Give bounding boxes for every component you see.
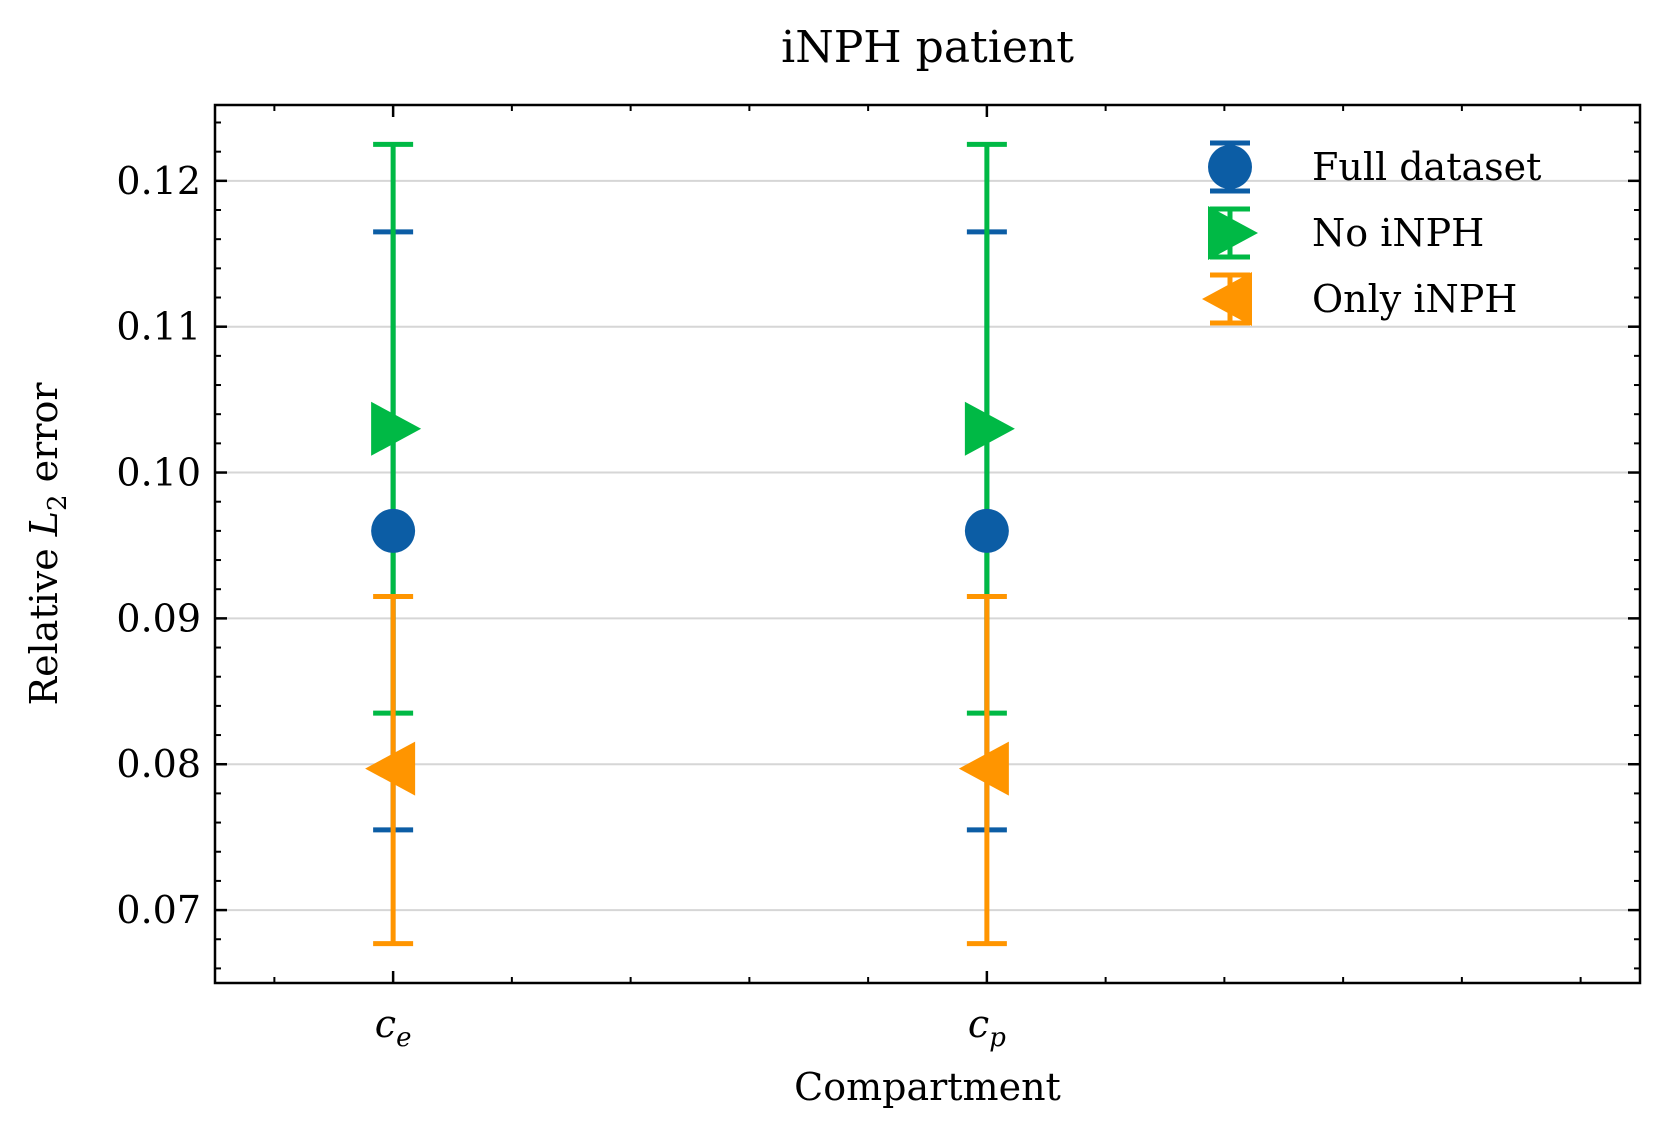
legend-item: Full dataset <box>1208 140 1541 194</box>
x-tick-label-sub: p <box>989 1023 1006 1053</box>
plot-frame <box>213 103 1642 985</box>
grid-lines <box>215 179 1640 912</box>
x-tick-labels: ce cp <box>375 1002 1006 1053</box>
data-point <box>371 508 416 553</box>
legend-marker <box>1208 206 1258 260</box>
data-point <box>371 401 422 456</box>
legend-item: No iNPH <box>1208 206 1484 260</box>
data-point <box>964 508 1009 553</box>
x-axis-label: Compartment <box>794 1065 1061 1109</box>
x-tick-label: cp <box>968 1002 1006 1053</box>
error-bars <box>373 141 1007 947</box>
y-axis-label: Relative L2 error <box>22 382 73 706</box>
legend: Full dataset No iNPH Only iNPH <box>1202 140 1541 326</box>
data-point <box>958 741 1009 796</box>
legend-label: Only iNPH <box>1312 277 1517 321</box>
y-axis-label-var: L <box>22 511 66 537</box>
legend-marker <box>1202 272 1252 326</box>
y-tick-labels: 0.07 0.08 0.09 0.10 0.11 0.12 <box>116 159 201 932</box>
y-tick-label: 0.08 <box>116 742 201 786</box>
y-tick-label: 0.09 <box>116 596 201 640</box>
y-axis-label-sub: 2 <box>43 494 73 511</box>
data-point <box>964 401 1015 456</box>
x-tick-label-sub: e <box>396 1023 411 1053</box>
x-tick-label-base: c <box>375 1002 396 1046</box>
y-tick-label: 0.11 <box>116 305 201 349</box>
y-tick-label: 0.12 <box>116 159 201 203</box>
x-tick-label: ce <box>375 1002 412 1053</box>
legend-marker <box>1208 145 1252 189</box>
chart-title: iNPH patient <box>781 22 1074 73</box>
x-tick-label-base: c <box>968 1002 989 1046</box>
y-tick-label: 0.07 <box>116 888 201 932</box>
legend-label: Full dataset <box>1312 145 1541 189</box>
y-tick-label: 0.10 <box>116 451 201 495</box>
y-axis-label-suffix: error <box>22 382 66 495</box>
legend-label: No iNPH <box>1312 211 1484 255</box>
legend-item: Only iNPH <box>1202 272 1517 326</box>
data-point <box>365 741 416 796</box>
axis-ticks <box>215 105 1640 983</box>
y-axis-label-prefix: Relative <box>22 536 66 705</box>
data-markers <box>365 401 1015 796</box>
